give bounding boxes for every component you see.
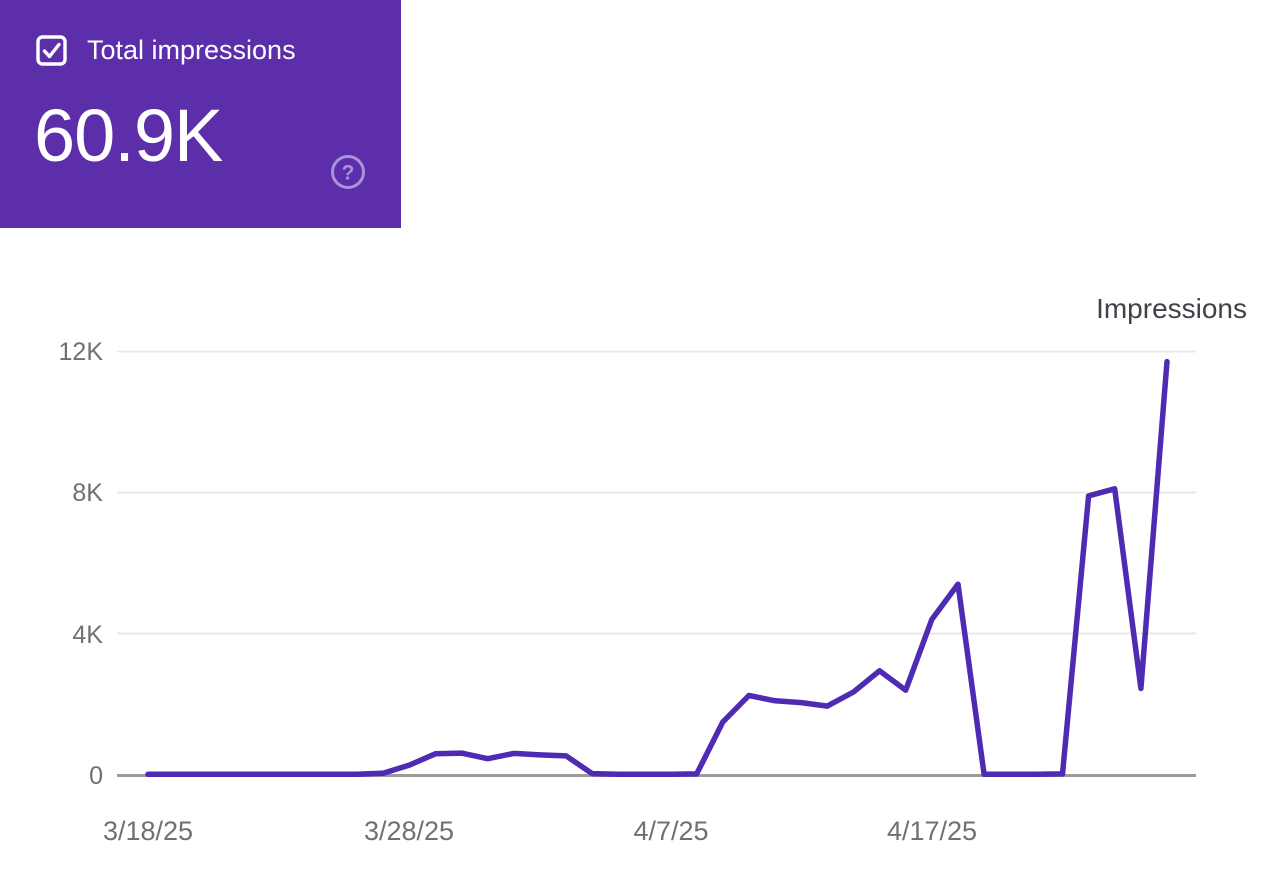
x-tick-label: 3/28/25 [364, 816, 454, 846]
card-title: Total impressions [87, 35, 296, 65]
y-tick-label: 0 [89, 762, 103, 790]
impressions-line[interactable] [145, 358, 1170, 778]
total-impressions-value: 60.9K [34, 94, 223, 177]
x-tick-label: 4/7/25 [633, 816, 708, 846]
y-tick-label: 4K [72, 621, 103, 649]
svg-text:?: ? [342, 162, 355, 185]
y-tick-label: 12K [59, 338, 104, 366]
legend-impressions: Impressions [1096, 293, 1247, 324]
x-tick-label: 3/18/25 [103, 816, 193, 846]
card-header: Total impressions [36, 35, 296, 66]
x-tick-label: 4/17/25 [887, 816, 977, 846]
help-icon[interactable]: ? [329, 153, 367, 191]
checkbox-checked-icon[interactable] [36, 35, 67, 66]
total-impressions-card[interactable]: Total impressions 60.9K ? [0, 0, 401, 228]
y-tick-label: 8K [72, 479, 103, 507]
